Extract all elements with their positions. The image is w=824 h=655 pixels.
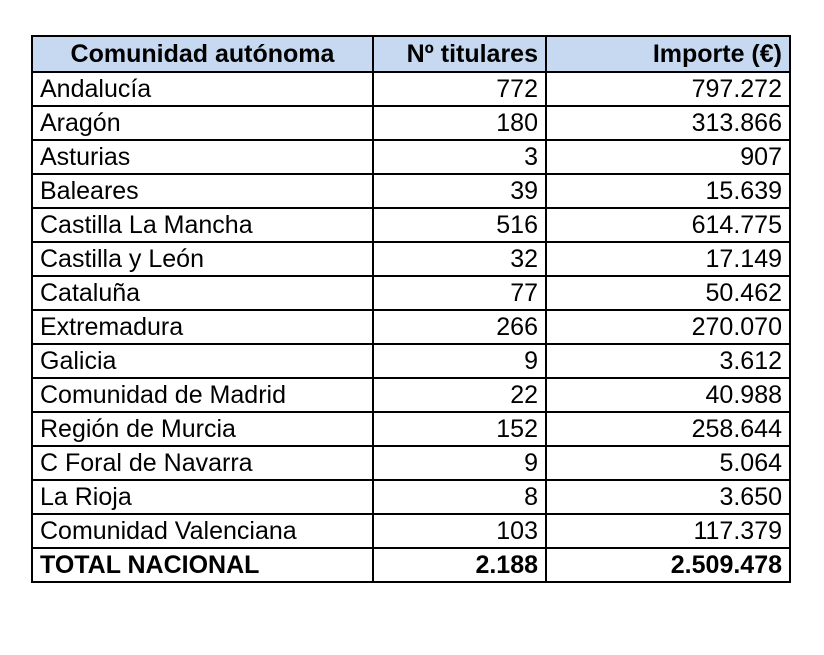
cell-importe: 17.149 <box>546 242 790 276</box>
cell-comunidad: Baleares <box>32 174 373 208</box>
data-table: Comunidad autónoma Nº titulares Importe … <box>31 35 791 583</box>
cell-comunidad: Extremadura <box>32 310 373 344</box>
cell-importe: 50.462 <box>546 276 790 310</box>
table-row: Extremadura 266 270.070 <box>32 310 790 344</box>
cell-comunidad: Cataluña <box>32 276 373 310</box>
cell-comunidad: Galicia <box>32 344 373 378</box>
cell-titulares: 77 <box>373 276 546 310</box>
total-importe: 2.509.478 <box>546 548 790 582</box>
cell-comunidad: C Foral de Navarra <box>32 446 373 480</box>
table-row: La Rioja 8 3.650 <box>32 480 790 514</box>
total-label: TOTAL NACIONAL <box>32 548 373 582</box>
table-row: Castilla y León 32 17.149 <box>32 242 790 276</box>
table-row: Comunidad de Madrid 22 40.988 <box>32 378 790 412</box>
cell-titulares: 180 <box>373 106 546 140</box>
cell-importe: 270.070 <box>546 310 790 344</box>
cell-comunidad: Aragón <box>32 106 373 140</box>
table-row: Baleares 39 15.639 <box>32 174 790 208</box>
cell-titulares: 9 <box>373 344 546 378</box>
cell-importe: 3.612 <box>546 344 790 378</box>
table-row: Aragón 180 313.866 <box>32 106 790 140</box>
cell-titulares: 9 <box>373 446 546 480</box>
cell-importe: 907 <box>546 140 790 174</box>
cell-titulares: 39 <box>373 174 546 208</box>
cell-titulares: 516 <box>373 208 546 242</box>
cell-titulares: 266 <box>373 310 546 344</box>
table-row: Comunidad Valenciana 103 117.379 <box>32 514 790 548</box>
table-row: Galicia 9 3.612 <box>32 344 790 378</box>
cell-titulares: 103 <box>373 514 546 548</box>
cell-titulares: 3 <box>373 140 546 174</box>
cell-titulares: 32 <box>373 242 546 276</box>
table-row: C Foral de Navarra 9 5.064 <box>32 446 790 480</box>
table-row: Andalucía 772 797.272 <box>32 72 790 106</box>
cell-comunidad: Comunidad Valenciana <box>32 514 373 548</box>
cell-comunidad: Región de Murcia <box>32 412 373 446</box>
cell-importe: 15.639 <box>546 174 790 208</box>
header-titulares: Nº titulares <box>373 36 546 72</box>
cell-comunidad: Castilla y León <box>32 242 373 276</box>
cell-importe: 313.866 <box>546 106 790 140</box>
cell-importe: 117.379 <box>546 514 790 548</box>
table-row: Región de Murcia 152 258.644 <box>32 412 790 446</box>
header-comunidad: Comunidad autónoma <box>32 36 373 72</box>
cell-titulares: 152 <box>373 412 546 446</box>
header-row: Comunidad autónoma Nº titulares Importe … <box>32 36 790 72</box>
cell-comunidad: Comunidad de Madrid <box>32 378 373 412</box>
table-row: Castilla La Mancha 516 614.775 <box>32 208 790 242</box>
table-container: Comunidad autónoma Nº titulares Importe … <box>31 35 791 583</box>
cell-importe: 5.064 <box>546 446 790 480</box>
cell-importe: 797.272 <box>546 72 790 106</box>
cell-importe: 40.988 <box>546 378 790 412</box>
table-row: Cataluña 77 50.462 <box>32 276 790 310</box>
total-row: TOTAL NACIONAL 2.188 2.509.478 <box>32 548 790 582</box>
cell-comunidad: Asturias <box>32 140 373 174</box>
cell-titulares: 772 <box>373 72 546 106</box>
cell-importe: 258.644 <box>546 412 790 446</box>
cell-importe: 3.650 <box>546 480 790 514</box>
header-importe: Importe (€) <box>546 36 790 72</box>
cell-comunidad: La Rioja <box>32 480 373 514</box>
cell-titulares: 22 <box>373 378 546 412</box>
cell-importe: 614.775 <box>546 208 790 242</box>
table-row: Asturias 3 907 <box>32 140 790 174</box>
total-titulares: 2.188 <box>373 548 546 582</box>
cell-comunidad: Castilla La Mancha <box>32 208 373 242</box>
cell-titulares: 8 <box>373 480 546 514</box>
cell-comunidad: Andalucía <box>32 72 373 106</box>
